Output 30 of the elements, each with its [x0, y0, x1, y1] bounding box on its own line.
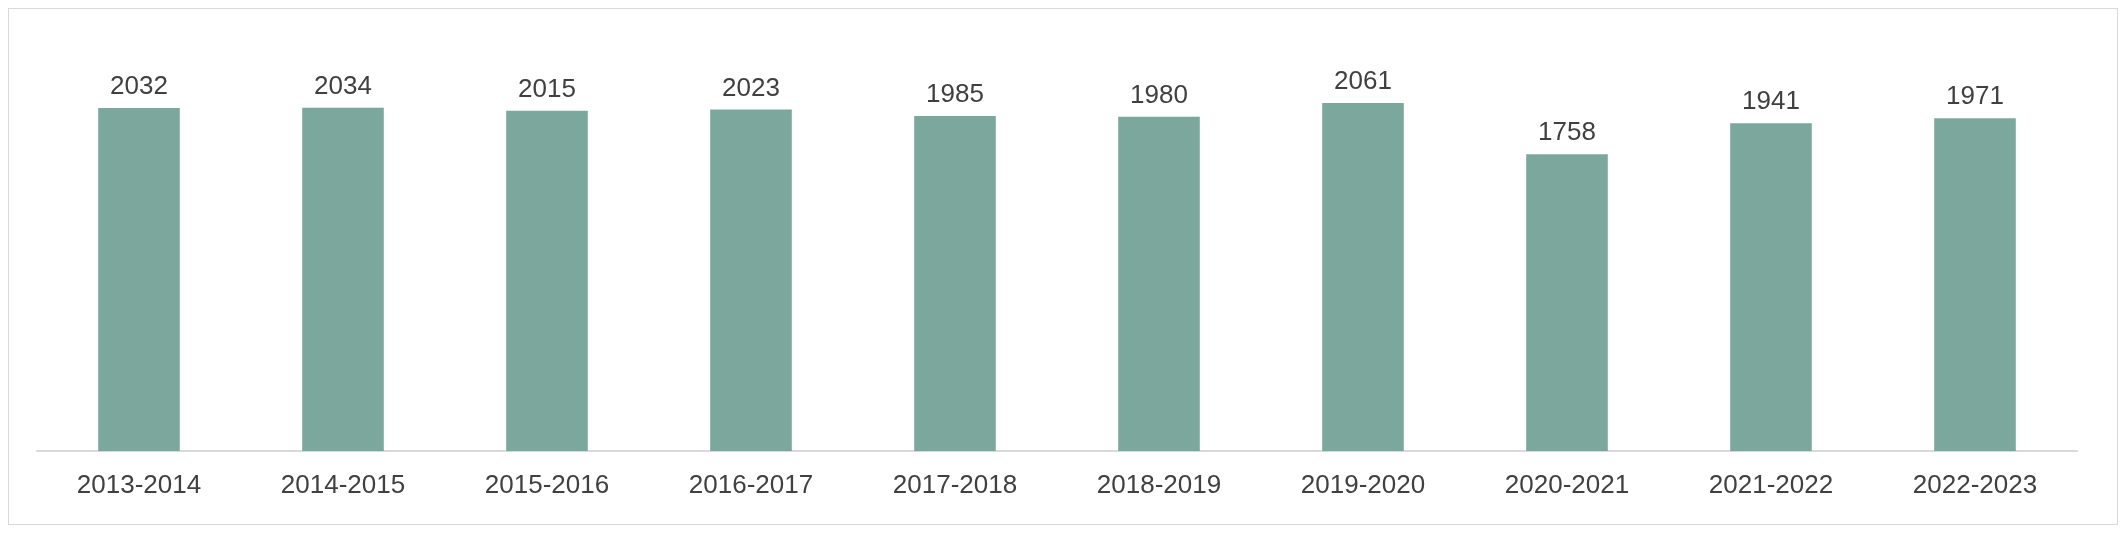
- x-tick-label: 2022-2023: [1912, 469, 2038, 499]
- x-tick-label: 2015-2016: [484, 469, 610, 499]
- bar: [98, 108, 180, 451]
- x-tick-label: 2019-2020: [1300, 469, 1426, 499]
- x-tick-label: 2017-2018: [892, 469, 1018, 499]
- data-label: 1941: [1742, 85, 1800, 116]
- bar: [1322, 103, 1404, 451]
- bar: [1118, 116, 1200, 451]
- data-label: 2023: [722, 71, 780, 102]
- x-tick-label: 2016-2017: [688, 469, 814, 499]
- bar: [1730, 123, 1812, 451]
- bar: [1934, 118, 2016, 451]
- bar: [914, 115, 996, 451]
- bar: [302, 107, 384, 451]
- data-label: 2032: [110, 70, 168, 100]
- data-label: 2015: [518, 72, 576, 103]
- data-label: 1985: [926, 77, 984, 108]
- data-label: 2061: [1334, 65, 1392, 96]
- data-label: 1980: [1130, 78, 1188, 109]
- bar: [506, 110, 588, 451]
- x-tick-label: 2021-2022: [1708, 469, 1834, 499]
- data-label: 1758: [1538, 116, 1596, 147]
- bar: [1526, 154, 1608, 451]
- x-tick-label: 2020-2021: [1504, 469, 1630, 499]
- data-label: 1971: [1946, 80, 2004, 111]
- bar: [710, 109, 792, 451]
- x-tick-label: 2018-2019: [1096, 469, 1222, 499]
- data-label: 2034: [314, 69, 372, 100]
- x-tick-label: 2013-2014: [76, 469, 202, 499]
- x-tick-label: 2014-2015: [280, 469, 406, 499]
